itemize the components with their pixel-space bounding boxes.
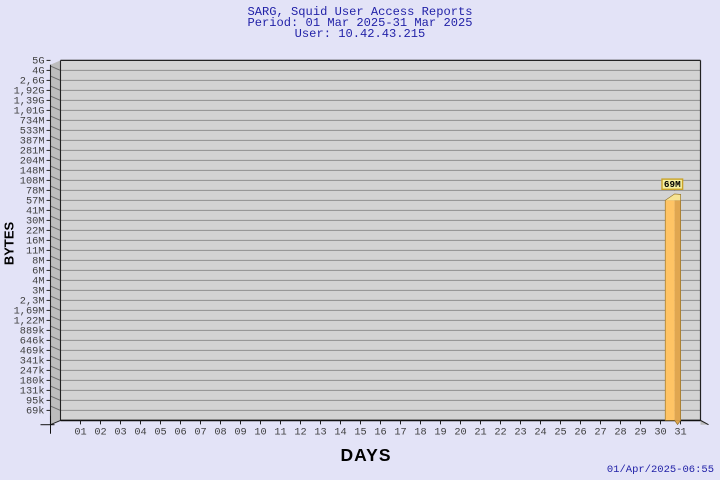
svg-text:69k: 69k (26, 405, 45, 417)
svg-text:01: 01 (74, 426, 86, 438)
svg-text:21: 21 (474, 426, 486, 438)
svg-text:17: 17 (394, 426, 406, 438)
svg-text:24: 24 (534, 426, 546, 438)
svg-text:06: 06 (174, 426, 186, 438)
svg-text:03: 03 (114, 426, 126, 438)
svg-text:08: 08 (214, 426, 226, 438)
svg-text:10: 10 (254, 426, 266, 438)
svg-text:11: 11 (274, 426, 286, 438)
svg-text:09: 09 (234, 426, 246, 438)
svg-text:69M: 69M (664, 179, 681, 190)
svg-text:23: 23 (514, 426, 526, 438)
svg-text:13: 13 (314, 426, 326, 438)
svg-text:31: 31 (674, 426, 686, 438)
svg-text:20: 20 (454, 426, 466, 438)
svg-text:18: 18 (414, 426, 426, 438)
svg-text:29: 29 (634, 426, 646, 438)
svg-text:05: 05 (154, 426, 166, 438)
svg-text:04: 04 (134, 426, 146, 438)
svg-text:15: 15 (354, 426, 366, 438)
svg-text:22: 22 (494, 426, 506, 438)
svg-text:16: 16 (374, 426, 386, 438)
svg-text:30: 30 (654, 426, 666, 438)
svg-text:07: 07 (194, 426, 206, 438)
svg-text:26: 26 (574, 426, 586, 438)
svg-text:25: 25 (554, 426, 566, 438)
svg-text:14: 14 (334, 426, 346, 438)
svg-text:19: 19 (434, 426, 446, 438)
svg-text:27: 27 (594, 426, 606, 438)
svg-text:28: 28 (614, 426, 626, 438)
svg-text:12: 12 (294, 426, 306, 438)
svg-text:02: 02 (94, 426, 106, 438)
